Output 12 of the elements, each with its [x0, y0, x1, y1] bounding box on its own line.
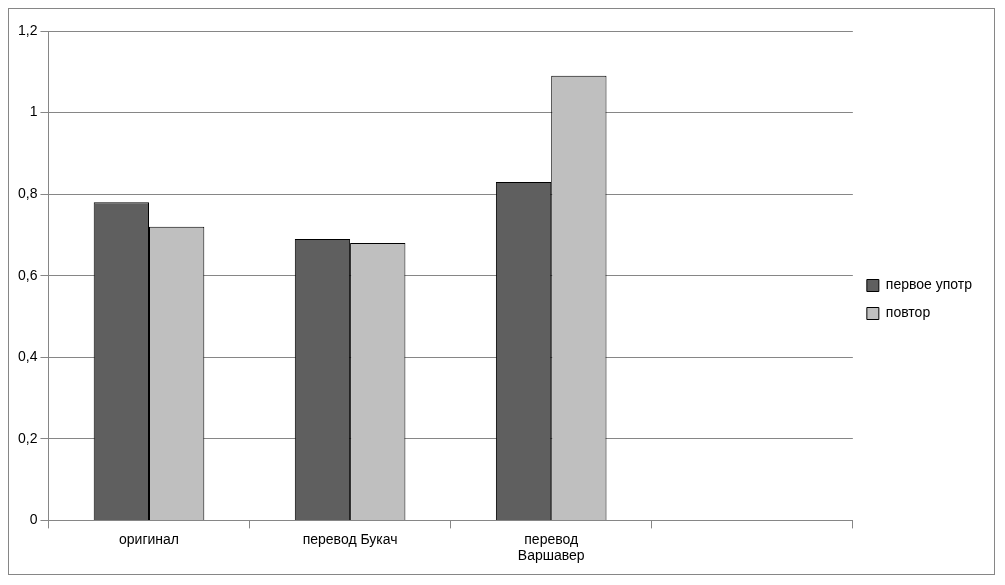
- x-tick-label: оригинал: [119, 530, 180, 547]
- y-tick-label: 1: [29, 103, 38, 120]
- legend-label: первое употр: [885, 276, 973, 293]
- y-tick-label: 0,8: [17, 184, 38, 201]
- y-tick-label: 0,4: [17, 348, 38, 365]
- y-tick-label: 0,2: [17, 429, 38, 446]
- y-tick-label: 1,2: [17, 21, 38, 38]
- y-tick-label: 0: [29, 511, 38, 528]
- x-tick-label: перевод Букач: [302, 530, 398, 547]
- legend-label: повтор: [885, 304, 931, 321]
- y-tick-label: 0,6: [17, 266, 38, 283]
- x-tick-label: перевод Варшавер: [517, 530, 585, 564]
